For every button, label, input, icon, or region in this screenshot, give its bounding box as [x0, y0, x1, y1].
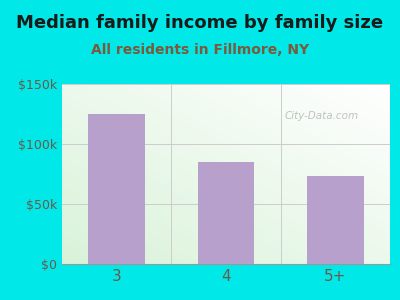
- Bar: [198, 162, 254, 264]
- Bar: [307, 176, 364, 264]
- Text: All residents in Fillmore, NY: All residents in Fillmore, NY: [91, 44, 309, 58]
- Bar: [88, 114, 145, 264]
- Text: Median family income by family size: Median family income by family size: [16, 14, 384, 32]
- Text: City-Data.com: City-Data.com: [285, 111, 359, 122]
